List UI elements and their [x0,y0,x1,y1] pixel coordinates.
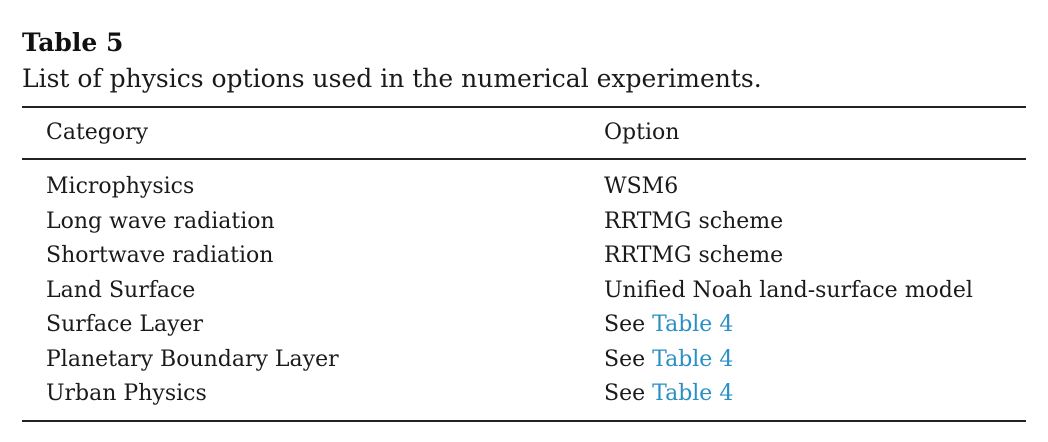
header-option: Option [604,120,680,145]
row-option: WSM6 [604,174,679,199]
table-row: Shortwave radiation RRTMG scheme [22,239,1026,274]
row-option: RRTMG scheme [604,208,784,234]
table-header-row: Category Option [22,108,1026,158]
table-4-link[interactable]: Table 4 [652,312,734,337]
option-prefix: See [604,346,653,372]
table-4-link[interactable]: Table 4 [652,381,734,406]
option-prefix: See [604,312,653,337]
table-container: Table 5 List of physics options used in … [22,28,1026,422]
table-row: Surface Layer See Table 4 [22,308,1026,343]
top-rule [22,106,1026,108]
option-prefix: See [604,381,653,406]
row-option: See Table 4 [604,377,1026,412]
table-caption: List of physics options used in the nume… [22,64,762,93]
table-row: Urban Physics See Table 4 [22,377,1026,412]
table-body: Microphysics WSM6 Long wave radiation RR… [22,160,1026,420]
row-category: Microphysics [46,174,195,199]
table-row: Long wave radiation RRTMG scheme [22,205,1026,240]
bottom-rule [22,419,1026,422]
row-option: See Table 4 [604,308,1026,343]
header-rule [22,158,1026,160]
row-category: Planetary Boundary Layer [46,346,339,372]
row-category: Urban Physics [46,381,207,406]
row-option: Unified Noah land-surface model [604,277,973,303]
table-row: Land Surface Unified Noah land-surface m… [22,274,1026,309]
table-row: Microphysics WSM6 [22,170,1026,205]
table-4-link[interactable]: Table 4 [652,346,734,372]
header-category: Category [46,120,149,145]
row-category: Shortwave radiation [46,243,274,268]
row-category: Long wave radiation [46,208,275,234]
row-option: RRTMG scheme [604,243,784,268]
table-label: Table 5 [22,28,124,57]
row-category: Surface Layer [46,312,204,337]
row-option: See Table 4 [604,343,1026,378]
row-category: Land Surface [46,277,196,303]
table-row: Planetary Boundary Layer See Table 4 [22,343,1026,378]
